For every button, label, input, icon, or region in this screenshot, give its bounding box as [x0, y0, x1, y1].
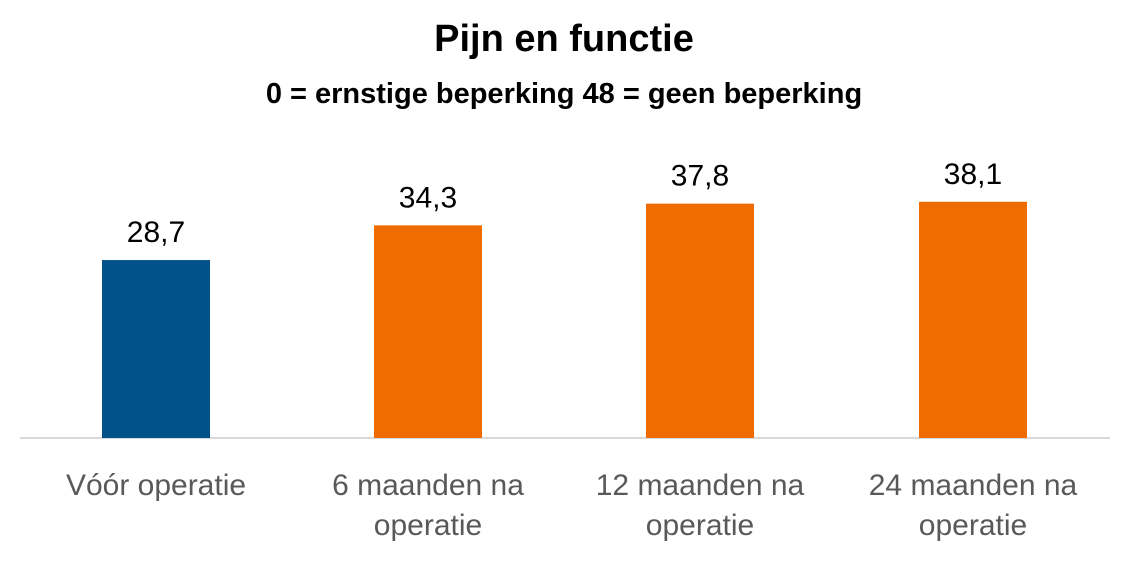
chart-title: Pijn en functie: [434, 18, 694, 60]
x-tick-label-line: Vóór operatie: [65, 469, 247, 502]
data-label-4: 38,1: [944, 158, 1002, 191]
bar-1: [102, 260, 210, 438]
chart-subtitle: 0 = ernstige beperking 48 = geen beperki…: [265, 78, 863, 110]
data-label-1: 28,7: [127, 216, 185, 249]
x-tick-label-line: operatie: [373, 509, 483, 542]
data-label-3: 37,8: [671, 160, 729, 193]
x-tick-label-1: Vóór operatie: [21, 466, 291, 506]
x-tick-label-line: 12 maanden na: [595, 469, 805, 502]
x-tick-label-line: operatie: [918, 509, 1028, 542]
x-tick-label-2: 6 maanden na operatie: [293, 466, 563, 546]
x-tick-label-line: operatie: [645, 509, 755, 542]
bar-4: [919, 201, 1027, 438]
x-tick-label-3: 12 maanden na operatie: [565, 466, 835, 546]
data-label-2: 34,3: [399, 181, 457, 214]
x-tick-label-4: 24 maanden na operatie: [838, 466, 1108, 546]
x-tick-label-line: 6 maanden na: [332, 469, 524, 502]
bar-2: [374, 225, 482, 438]
bar-3: [646, 203, 754, 438]
x-tick-label-line: 24 maanden na: [868, 469, 1078, 502]
